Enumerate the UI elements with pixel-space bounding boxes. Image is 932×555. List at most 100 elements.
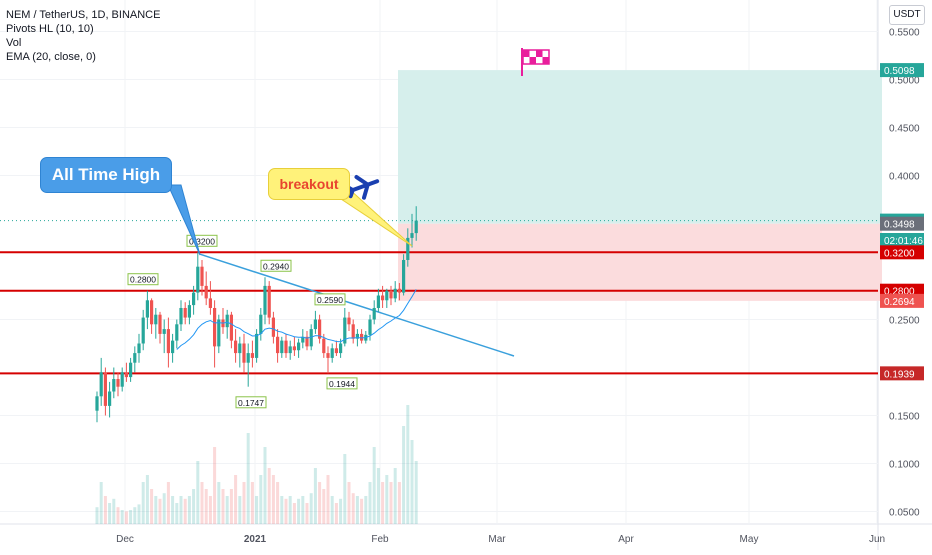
ath-callout-pointer	[167, 184, 201, 256]
volume-bar	[347, 482, 351, 524]
candle-body	[158, 314, 162, 334]
volume-bar	[292, 503, 296, 524]
volume-bar	[410, 440, 414, 524]
volume-bar	[234, 475, 238, 524]
x-tick-label: 2021	[244, 534, 267, 545]
volume-bar	[393, 468, 397, 524]
candle-body	[326, 353, 330, 358]
price-axis-label-text: 0.3498	[884, 220, 915, 231]
volume-bar	[238, 496, 242, 524]
candle-body	[112, 379, 116, 392]
candle-body	[238, 343, 242, 354]
pivot-label: 0.3200	[186, 234, 218, 247]
volume-bar	[204, 489, 208, 524]
y-tick-label: 0.5500	[889, 28, 920, 39]
candle-body	[103, 372, 107, 406]
candle-body	[108, 391, 112, 406]
candle-body	[133, 353, 137, 363]
stop-zone	[398, 223, 882, 301]
flag-check	[523, 50, 530, 57]
price-axis-label-text: 0.1939	[884, 369, 915, 380]
candle-body	[393, 288, 397, 299]
price-axis-label-text: 0.2694	[884, 297, 915, 308]
volume-bar	[288, 496, 292, 524]
volume-bar	[162, 493, 166, 524]
candle-body	[288, 346, 292, 354]
volume-bar	[150, 489, 154, 524]
candle-body	[313, 319, 317, 330]
volume-bar	[402, 426, 406, 524]
breakout-callout[interactable]: breakout	[268, 168, 350, 200]
volume-bar	[326, 475, 330, 524]
candle-body	[225, 314, 229, 328]
candle-body	[271, 317, 275, 337]
volume-bar	[108, 503, 112, 524]
volume-bar	[372, 447, 376, 524]
indicator-ema[interactable]: EMA (20, close, 0)	[6, 51, 96, 63]
price-axis-label-text: 0.3200	[884, 248, 915, 259]
candle-body	[200, 266, 204, 286]
volume-bar	[305, 503, 309, 524]
candle-body	[175, 324, 179, 341]
indicator-volume[interactable]: Vol	[6, 37, 22, 49]
symbol-title[interactable]: NEM / TetherUS, 1D, BINANCE	[6, 9, 161, 21]
candle-body	[410, 233, 414, 238]
candle-body	[150, 300, 154, 325]
candle-body	[145, 300, 149, 318]
candle-body	[305, 336, 309, 347]
pivot-label: 0.2590	[314, 293, 346, 306]
volume-bar	[360, 498, 364, 524]
trendline	[199, 253, 515, 357]
candle-body	[343, 317, 347, 344]
price-axis-label: 0.3498	[880, 216, 924, 231]
volume-bar	[137, 504, 141, 524]
volume-bar	[322, 489, 326, 524]
volume-bar	[217, 482, 221, 524]
candle-body	[334, 348, 338, 354]
volume-bar	[124, 511, 128, 524]
volume-bar	[246, 433, 250, 524]
candle-body	[246, 353, 250, 363]
flag-check	[529, 57, 536, 64]
candle-body	[196, 266, 200, 293]
volume-bar	[397, 482, 401, 524]
candle-body	[124, 372, 128, 378]
currency-button[interactable]: USDT	[889, 5, 925, 25]
x-tick-label: Mar	[488, 534, 506, 545]
volume-bar	[225, 496, 229, 524]
volume-bar	[116, 507, 120, 524]
candle-body	[95, 396, 99, 411]
candle-body	[99, 372, 103, 397]
price-axis-label-text: 02:01:46	[884, 236, 923, 247]
candle-body	[129, 362, 133, 378]
ema-line	[176, 289, 417, 350]
volume-bar	[313, 468, 317, 524]
x-tick-label: Feb	[371, 534, 389, 545]
flag-check	[536, 50, 543, 57]
candle-body	[402, 259, 406, 293]
volume-bar	[334, 503, 338, 524]
candle-body	[255, 333, 259, 358]
volume-bar	[250, 482, 254, 524]
price-axis-label-text: 0.5098	[884, 66, 915, 77]
pivot-label-text: 0.1747	[238, 398, 264, 408]
candle-body	[284, 340, 288, 354]
candle-body	[242, 343, 246, 363]
candle-body	[376, 295, 380, 308]
airplane-icon	[345, 175, 380, 200]
ath-callout[interactable]: All Time High	[40, 157, 172, 193]
indicator-pivots[interactable]: Pivots HL (10, 10)	[6, 23, 94, 35]
candle-body	[318, 319, 322, 339]
candle-body	[330, 348, 334, 358]
pivot-label-box	[314, 293, 346, 306]
x-tick-label: Apr	[618, 534, 634, 545]
price-axis-label-bg	[880, 366, 924, 381]
candle-body	[116, 379, 120, 387]
volume-bar	[229, 489, 233, 524]
candle-body	[276, 336, 280, 354]
volume-bar	[318, 482, 322, 524]
candle-body	[339, 343, 343, 354]
price-axis-label-bg	[880, 245, 924, 260]
